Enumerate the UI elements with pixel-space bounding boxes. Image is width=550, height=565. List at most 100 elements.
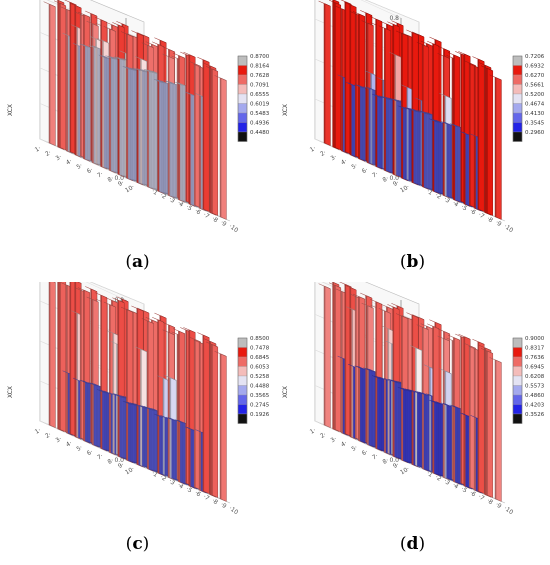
x-tick-label: ·2 [434, 192, 443, 201]
bar-top [77, 287, 90, 293]
bar-top [53, 282, 56, 283]
legend-swatch [512, 404, 523, 415]
y-tick-label: 2· [319, 431, 328, 440]
legend-swatch [512, 375, 523, 386]
bar-top [480, 348, 493, 354]
bar-top [152, 317, 165, 323]
grid-line [321, 282, 420, 323]
x-tick-label: ·6 [193, 207, 202, 216]
legend-swatch [237, 385, 248, 396]
panel-c: 0.00.20.40.60.8XCX·1·2·3·4·5·6·7·8·9·101… [0, 282, 275, 564]
x-tick-label: ·5 [185, 203, 194, 212]
bar-top [412, 314, 425, 320]
x-tick-label: ·4 [176, 200, 185, 209]
bar-top [120, 31, 133, 37]
bar-top [96, 37, 109, 44]
legend-label: 0.6845 [250, 355, 270, 361]
legend-label: 0.6945 [525, 365, 545, 371]
bar-top [339, 282, 352, 288]
y-tick-label: 10· [124, 465, 136, 476]
bar-top [188, 61, 201, 67]
bar-top [458, 333, 471, 340]
y-tick-label: 5· [75, 162, 84, 171]
x-tick-label: ·9 [494, 219, 503, 228]
legend-frame [237, 55, 248, 142]
legend-swatch [512, 93, 523, 104]
bar-top [463, 60, 476, 66]
x-tick-label: ·6 [468, 489, 477, 498]
bar-face [49, 282, 56, 428]
bar-face [212, 68, 218, 216]
bar-top [205, 66, 218, 72]
legend-swatch [512, 385, 523, 396]
bar-top [112, 22, 125, 28]
x-tick-label: ·2 [159, 192, 168, 201]
bar-top [69, 2, 82, 9]
bar-top [439, 93, 452, 99]
x-tick-label: ·3 [442, 478, 451, 487]
bar-top [395, 313, 408, 319]
bar-top [412, 31, 425, 38]
bar-top [352, 11, 365, 17]
z-axis-label: XCX [7, 386, 14, 398]
y-tick-label: 3· [330, 153, 339, 162]
grid-line [85, 282, 145, 305]
bar-top [344, 284, 357, 291]
x-tick-label: ·9 [494, 501, 503, 510]
bar-top [152, 41, 165, 48]
bar-top [458, 51, 471, 57]
bar-top [214, 75, 227, 81]
legend-frame [237, 337, 248, 424]
plot-area: 0.00.20.40.60.8XCX·1·2·3·4·5·6·7·8·9·101… [282, 282, 515, 516]
bar-top [137, 307, 150, 314]
bar-top [360, 292, 373, 299]
bar-top [480, 65, 493, 71]
bar-top [77, 282, 82, 284]
y-tick-label: 8· [382, 457, 391, 466]
bar-face [324, 3, 331, 146]
legend-swatch [237, 93, 248, 104]
bar [480, 348, 493, 498]
bar-top [183, 51, 196, 58]
bar [48, 282, 56, 428]
legend-label: 0.7091 [250, 83, 269, 89]
bar-top [43, 1, 56, 7]
y-tick-label: 7· [371, 171, 380, 180]
bar-top [447, 52, 460, 58]
legend-swatch [237, 55, 248, 66]
legend-label: 0.1926 [250, 412, 270, 418]
legend-swatch [237, 65, 248, 76]
legend: 0.7206 0.6932 0.6270 0.5661 0.5200 0.4674 0.41… [512, 54, 545, 142]
bar-face [495, 359, 502, 502]
y-tick-label: 3· [55, 153, 64, 162]
bar [489, 74, 502, 220]
grid-line [46, 0, 145, 41]
y-tick-label: 1· [309, 145, 318, 154]
x-tick-label: ·9 [219, 219, 228, 228]
legend-swatch [512, 103, 523, 114]
legend-swatch [512, 65, 523, 76]
z-tick-label: 0.8 [389, 15, 399, 22]
legend-label: 0.3526 [525, 412, 545, 418]
bar-face [49, 4, 56, 146]
bar-top [439, 368, 452, 374]
bar-top [116, 296, 129, 302]
bar [489, 357, 502, 502]
bar-top [172, 52, 185, 59]
legend-label: 0.2960 [525, 130, 545, 136]
bar-top [370, 16, 383, 22]
y-tick-label: 9· [392, 179, 401, 188]
bar-top [188, 336, 201, 343]
y-tick-label: 1· [34, 427, 43, 436]
bar-top [77, 11, 90, 18]
legend-label: 0.7628 [250, 73, 270, 79]
legend-swatch [237, 375, 248, 386]
legend-swatch [512, 122, 523, 133]
x-tick-label: ·10 [228, 505, 240, 516]
bar-top [387, 304, 400, 310]
bar-top [463, 343, 476, 349]
bar-top [437, 46, 450, 52]
plot-area: 0.00.20.40.60.8XCX·1·2·3·4·5·6·7·8·9·101… [7, 282, 240, 516]
z-tick-label: 0.0 [389, 175, 399, 182]
legend-label: 0.5483 [250, 111, 270, 117]
